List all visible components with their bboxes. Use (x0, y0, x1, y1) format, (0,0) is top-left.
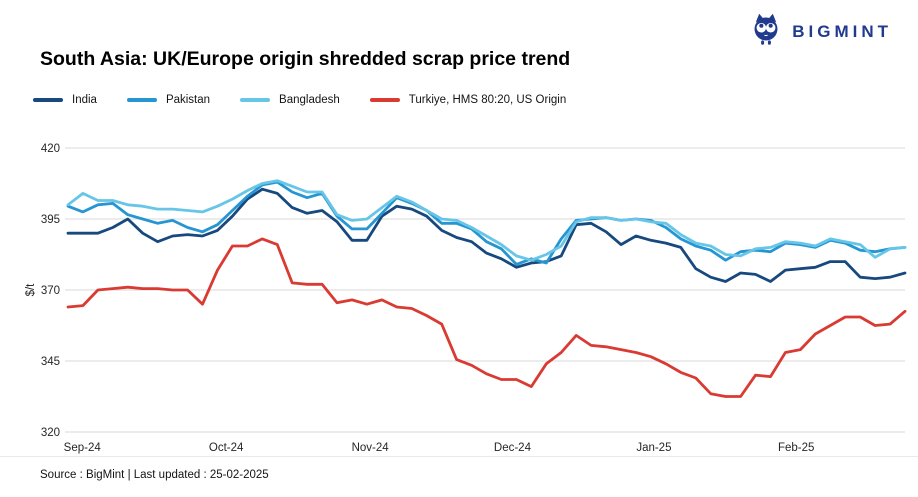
legend-item-pakistan: Pakistan (126, 94, 211, 106)
legend-item-bangladesh: Bangladesh (240, 94, 340, 106)
x-tick-Sep-24: Sep-24 (64, 442, 102, 454)
y-tick-320: 320 (41, 427, 60, 439)
chart-legend: India Pakistan Bangladesh Turkiye, HMS 80:2… (33, 94, 566, 106)
series-line-india (66, 187, 907, 283)
legend-swatch (240, 98, 271, 102)
chart-title: South Asia: UK/Europe origin shredded sc… (40, 48, 571, 70)
x-tick-Jan-25: Jan-25 (636, 442, 671, 454)
series-line-bangladesh (66, 179, 907, 262)
y-tick-395: 395 (41, 214, 60, 226)
x-tick-Dec-24: Dec-24 (494, 442, 532, 454)
legend-label: Turkiye, HMS 80:20, US Origin (408, 94, 567, 106)
legend-item-turkiye: Turkiye, HMS 80:20, US Origin (369, 94, 567, 106)
price-trend-chart: 420 395 370 345 320 $/t Sep-24 Oct-24 Nov-24 Dec-… (25, 143, 907, 454)
legend-swatch (126, 98, 157, 102)
x-tick-Feb-25: Feb-25 (778, 442, 814, 454)
footer-divider (0, 456, 918, 457)
series-line-turkiye (66, 237, 907, 398)
x-tick-Oct-24: Oct-24 (209, 442, 244, 454)
x-tick-Nov-24: Nov-24 (352, 442, 390, 454)
bigmint-owl-icon (749, 12, 783, 51)
legend-label: Pakistan (165, 94, 211, 106)
legend-label: India (72, 94, 97, 106)
y-axis-label: $/t (25, 283, 37, 297)
chart-plot-area: 420 395 370 345 320 $/t Sep-24 Oct-24 Nov-24 Dec-… (0, 128, 918, 458)
source-note: Source : BigMint | Last updated : 25-02-… (40, 469, 269, 481)
bigmint-logo: BIGMINT (749, 12, 892, 51)
series-line-pakistan (66, 180, 907, 266)
y-tick-345: 345 (41, 356, 60, 368)
legend-swatch (33, 98, 63, 102)
bigmint-logo-text: BIGMINT (792, 21, 892, 41)
y-tick-420: 420 (41, 143, 60, 155)
legend-label: Bangladesh (279, 94, 340, 106)
y-tick-370: 370 (41, 285, 60, 297)
legend-item-india: India (33, 94, 97, 106)
legend-swatch (369, 98, 400, 102)
